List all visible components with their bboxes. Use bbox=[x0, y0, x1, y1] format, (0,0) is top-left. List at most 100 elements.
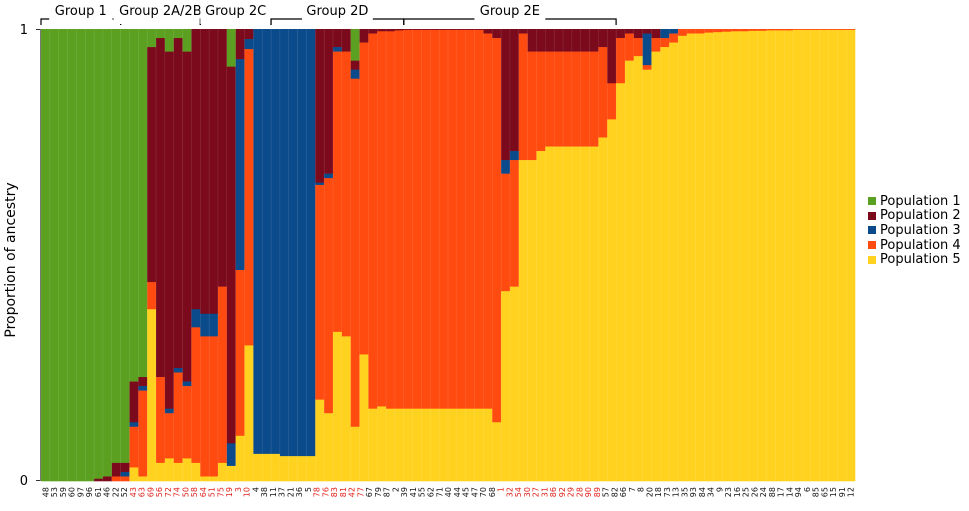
bar-segment-population-2 bbox=[226, 66, 236, 444]
group-label-background bbox=[302, 10, 373, 24]
bar-segment-population-1 bbox=[173, 29, 183, 39]
bar-segment-population-2 bbox=[377, 29, 387, 32]
bar-segment-population-5 bbox=[456, 408, 466, 482]
bar-segment-population-4 bbox=[518, 33, 528, 161]
bar-segment-population-1 bbox=[129, 29, 139, 382]
bar-segment-population-5 bbox=[846, 29, 856, 482]
x-tick-label: 93 bbox=[689, 487, 698, 497]
bar-segment-population-2 bbox=[191, 29, 201, 310]
bar-segment-population-4 bbox=[377, 31, 387, 407]
bar-segment-population-5 bbox=[757, 30, 767, 482]
bar-segment-population-1 bbox=[58, 29, 68, 482]
bar-segment-population-1 bbox=[164, 29, 175, 52]
bar-segment-population-2 bbox=[474, 29, 484, 31]
bar-segment-population-5 bbox=[704, 32, 714, 482]
group-label: Group 2D bbox=[306, 4, 368, 19]
x-tick-label: 20 bbox=[645, 487, 654, 497]
bar-segment-population-3 bbox=[191, 309, 201, 328]
x-tick-label: 11 bbox=[269, 487, 278, 497]
bar-segment-population-5 bbox=[624, 60, 635, 482]
bar-segment-population-5 bbox=[483, 408, 493, 482]
bar-segment-population-5 bbox=[244, 345, 254, 482]
bar-segment-population-4 bbox=[156, 377, 166, 464]
bar-segment-population-5 bbox=[633, 56, 643, 482]
bar-segment-population-1 bbox=[41, 29, 51, 482]
legend-item-population-2: Population 2 bbox=[868, 208, 961, 223]
x-tick-label: 70 bbox=[479, 487, 488, 497]
bar-segment-population-5 bbox=[651, 51, 661, 482]
bar-segment-population-4 bbox=[111, 476, 121, 482]
bar-segment-population-5 bbox=[421, 408, 431, 482]
bar-segment-population-2 bbox=[324, 29, 334, 174]
x-tick-label: 88 bbox=[768, 487, 777, 497]
x-tick-label: 72 bbox=[164, 487, 173, 497]
bar-segment-population-5 bbox=[527, 160, 537, 482]
bar-segment-population-2 bbox=[209, 29, 219, 315]
legend-label: Population 4 bbox=[880, 237, 961, 253]
x-tick-label: 76 bbox=[321, 487, 330, 497]
bar-segment-population-2 bbox=[421, 29, 431, 31]
legend-label: Population 5 bbox=[880, 252, 961, 268]
bar-segment-population-4 bbox=[244, 49, 254, 346]
x-tick-label: 84 bbox=[698, 487, 707, 497]
bar-segment-population-5 bbox=[492, 422, 502, 482]
bar-segment-population-4 bbox=[359, 42, 369, 355]
legend-swatch bbox=[868, 255, 876, 264]
bar-segment-population-4 bbox=[651, 38, 661, 52]
bar-segment-population-4 bbox=[483, 33, 493, 409]
x-tick-label: 12 bbox=[847, 487, 856, 497]
bar-segment-population-2 bbox=[412, 29, 422, 31]
bar-segment-population-4 bbox=[775, 29, 785, 31]
bar-segment-population-3 bbox=[209, 313, 219, 337]
bar-segment-population-3 bbox=[226, 443, 236, 467]
legend: Population 1 Population 2 Population 3 P… bbox=[868, 194, 961, 267]
x-tick-label: 55 bbox=[418, 487, 427, 497]
bar-segment-population-4 bbox=[527, 51, 537, 161]
bar-segment-population-5 bbox=[775, 30, 785, 482]
bar-segment-population-5 bbox=[536, 151, 546, 482]
x-tick-label: 15 bbox=[829, 487, 838, 497]
x-tick-label: 19 bbox=[225, 487, 234, 497]
bar-segment-population-4 bbox=[200, 336, 210, 477]
bar-segment-population-1 bbox=[226, 29, 236, 67]
bar-segment-population-4 bbox=[509, 160, 520, 287]
bar-segment-population-2 bbox=[633, 29, 643, 39]
bar-segment-population-2 bbox=[616, 29, 626, 39]
bar-segment-population-5 bbox=[607, 119, 617, 482]
x-tick-label: 63 bbox=[138, 487, 147, 497]
bar-segment-population-3 bbox=[324, 173, 334, 179]
x-tick-label: 65 bbox=[820, 487, 829, 497]
x-tick-label: 85 bbox=[812, 487, 821, 497]
bar-segment-population-4 bbox=[704, 29, 714, 33]
bar-segment-population-4 bbox=[757, 29, 767, 32]
bar-segment-population-2 bbox=[607, 29, 617, 84]
bar-segment-population-4 bbox=[589, 51, 599, 147]
bar-segment-population-3 bbox=[244, 39, 254, 50]
x-tick-label: 87 bbox=[383, 487, 392, 497]
bar-segment-population-5 bbox=[324, 413, 334, 482]
x-tick-label: 6 bbox=[803, 487, 812, 492]
x-tick-label: 94 bbox=[794, 487, 803, 497]
bar-segment-population-4 bbox=[819, 29, 829, 31]
bar-segment-population-2 bbox=[341, 29, 351, 52]
bar-segment-population-4 bbox=[191, 327, 201, 464]
bar-segment-population-5 bbox=[403, 408, 413, 482]
bar-segment-population-4 bbox=[138, 390, 148, 477]
bar-segment-population-2 bbox=[580, 29, 590, 52]
x-tick-label: 21 bbox=[286, 487, 295, 497]
bar-segment-population-4 bbox=[624, 33, 635, 61]
bar-segment-population-5 bbox=[332, 331, 343, 482]
bar-segment-population-4 bbox=[412, 29, 422, 409]
bar-segment-population-4 bbox=[660, 38, 670, 48]
x-tick-label: 26 bbox=[750, 487, 759, 497]
bar-segment-population-4 bbox=[421, 29, 431, 409]
x-tick-label: 31 bbox=[540, 487, 549, 497]
bar-segment-population-4 bbox=[580, 51, 590, 147]
bar-segment-population-4 bbox=[182, 386, 192, 459]
x-tick-label: 51 bbox=[208, 487, 217, 497]
legend-swatch bbox=[868, 226, 876, 235]
bar-segment-population-5 bbox=[748, 30, 758, 482]
group-label: Group 2E bbox=[480, 4, 540, 19]
bar-segment-population-3 bbox=[642, 33, 652, 66]
bar-segment-population-2 bbox=[465, 29, 475, 31]
